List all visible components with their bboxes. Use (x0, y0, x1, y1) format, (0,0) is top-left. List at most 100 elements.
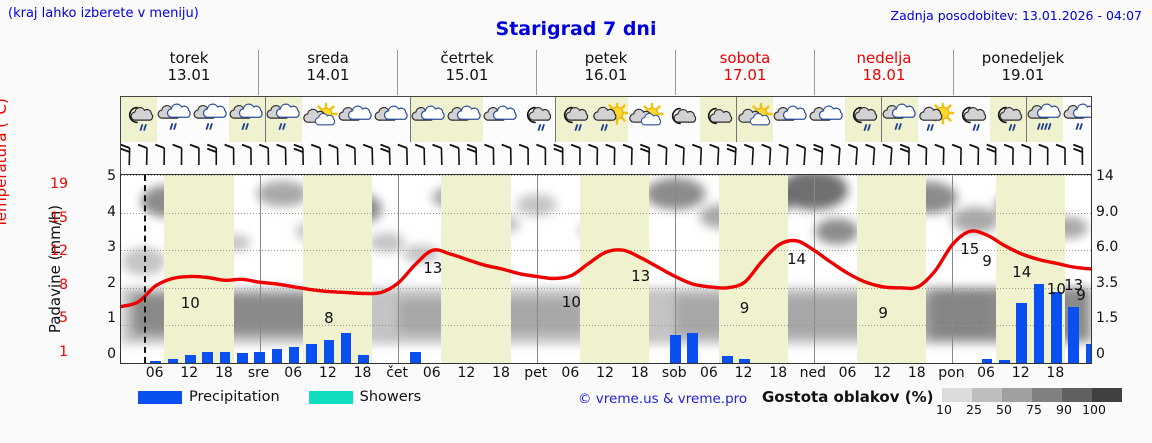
day-header-sreda: sreda 14.01 (258, 50, 397, 95)
day-gridline (259, 175, 261, 363)
cloud-density-swatch (942, 388, 972, 402)
moon-cloud-rain-icon (990, 103, 1026, 137)
weather-icon-sun-cloud (736, 97, 773, 142)
temperature-tick: 19 (50, 176, 68, 192)
precipitation-bar (306, 344, 317, 363)
day-date: 17.01 (723, 65, 767, 84)
sun-cloud-icon (628, 101, 664, 137)
x-axis-tick-label: 12 (734, 365, 753, 381)
day-name: sreda (307, 49, 349, 67)
sun-cloud-icon (302, 101, 338, 137)
daylight-band (580, 175, 650, 363)
last-update-label: Zadnja posodobitev: 13.01.2026 - 04:07 (890, 8, 1142, 23)
day-header-torek: torek 13.01 (120, 50, 258, 95)
x-axis-tick-label: 06 (145, 365, 164, 381)
temperature-value-label: 10 (180, 293, 200, 312)
temperature-curve (121, 229, 1091, 309)
day-name: četrtek (440, 49, 494, 67)
copyright-label[interactable]: © vreme.us & vreme.pro (578, 391, 748, 407)
cloud-rain-icon (266, 103, 302, 137)
weather-icon-cloud (809, 97, 845, 142)
x-axis-tick-label: 06 (700, 365, 718, 381)
weather-icon-moon-cloud-rain (121, 97, 157, 142)
weather-icon-cloud-rain (229, 97, 265, 142)
precipitation-bar (219, 351, 231, 363)
day-gridline (952, 175, 954, 363)
temperature-tick: 5 (59, 310, 68, 327)
value-gridline (121, 213, 1091, 214)
weather-icon-moon-cloud-rain (845, 97, 881, 142)
daylight-band (164, 175, 234, 363)
precipitation-legend-label: Precipitation (189, 389, 280, 405)
weather-icon-cloud-rain-heavy (1026, 97, 1063, 142)
day-date: 14.01 (306, 65, 350, 84)
day-name: sobota (719, 49, 771, 67)
day-name: petek (584, 49, 628, 67)
cloud-density-scale-number: 75 (1026, 402, 1042, 417)
moon-cloud-rain-icon (954, 103, 990, 137)
precipitation-tick: 4 (107, 203, 116, 220)
temperature-value-label: 8 (324, 308, 334, 327)
precipitation-tick: 1 (107, 310, 116, 327)
temperature-tick: 15 (50, 209, 68, 226)
x-axis-tick-label: 06 (838, 365, 857, 381)
temperature-tick: 12 (50, 243, 68, 260)
location-menu-note: (kraj lahko izberete v meniju) (8, 6, 199, 21)
x-axis-tick-label: 12 (873, 365, 892, 381)
precipitation-tick: 5 (107, 168, 116, 184)
x-axis-tick-label: 12 (1011, 365, 1030, 381)
cloud-density-color-bar (942, 388, 1122, 402)
weather-icon-sun-cloud-rain (918, 97, 955, 142)
precipitation-bar (981, 359, 993, 363)
weather-icon-strip (120, 96, 1092, 142)
x-axis-tick-label: čet (386, 365, 409, 381)
temperature-value-label: 14 (786, 249, 807, 268)
day-header-nedelja: nedelja 18.01 (814, 50, 953, 95)
precipitation-bar (687, 332, 698, 363)
cloud-rain-icon (1063, 103, 1091, 137)
precipitation-bar (1033, 284, 1045, 363)
cloud-rain-icon (882, 103, 918, 137)
day-date: 16.01 (584, 65, 628, 84)
precipitation-axis-title: Padavine (mm/h) (46, 204, 64, 334)
day-header-ponedeljek: ponedeljek 19.01 (953, 50, 1092, 95)
sun-cloud-rain-icon (592, 100, 629, 137)
daylight-band (718, 175, 788, 363)
day-header-četrtek: četrtek 15.01 (397, 50, 536, 95)
precipitation-bar (185, 355, 196, 363)
moon-cloud-rain-icon (845, 103, 881, 137)
weather-icon-sun-cloud-rain (592, 97, 629, 142)
day-header-petek: petek 16.01 (536, 50, 675, 95)
value-gridline (121, 175, 1091, 176)
daylight-band (302, 175, 373, 363)
cloud-density-scale-number: 10 (936, 402, 952, 417)
day-gridline (398, 175, 400, 363)
daylight-band (857, 175, 927, 363)
cloud-density-swatch (1002, 388, 1032, 402)
x-axis-tick-label: 18 (492, 365, 510, 381)
precipitation-bar (999, 360, 1010, 363)
precipitation-bar (254, 351, 265, 363)
temperature-value-label: 13 (423, 259, 443, 278)
day-gridline (536, 175, 538, 363)
meteogram-plot: 10 8 13 10 13 9 14 9 15 9 14 10 13 9 (120, 174, 1092, 364)
page-title: Starigrad 7 dni (495, 18, 657, 40)
temperature-value-label: 9 (739, 299, 750, 318)
cloud-height-tick: 0 (1096, 346, 1105, 362)
x-axis-tick-label: 12 (318, 365, 337, 381)
showers-swatch (308, 390, 353, 404)
cloud-height-tick: 6.0 (1096, 239, 1119, 256)
cloud-height-tick: 1.5 (1096, 310, 1119, 327)
x-axis-tick-label: 06 (561, 365, 580, 381)
weather-icon-moon-cloud-rain (555, 97, 592, 142)
day-header-row: torek 13.01 sreda 14.01 četrtek 15.01 petek 16.… (120, 50, 1092, 95)
weather-icon-sun-cloud (628, 97, 664, 142)
precipitation-swatch (138, 390, 182, 404)
precipitation-bar (670, 334, 681, 363)
cloud-icon (773, 103, 809, 137)
cloud-height-tick: 9.0 (1096, 203, 1119, 220)
precipitation-legend: Precipitation Showers (138, 389, 421, 405)
temperature-value-label: 9 (982, 252, 992, 271)
cloud-density-scale-number: 25 (966, 402, 982, 417)
